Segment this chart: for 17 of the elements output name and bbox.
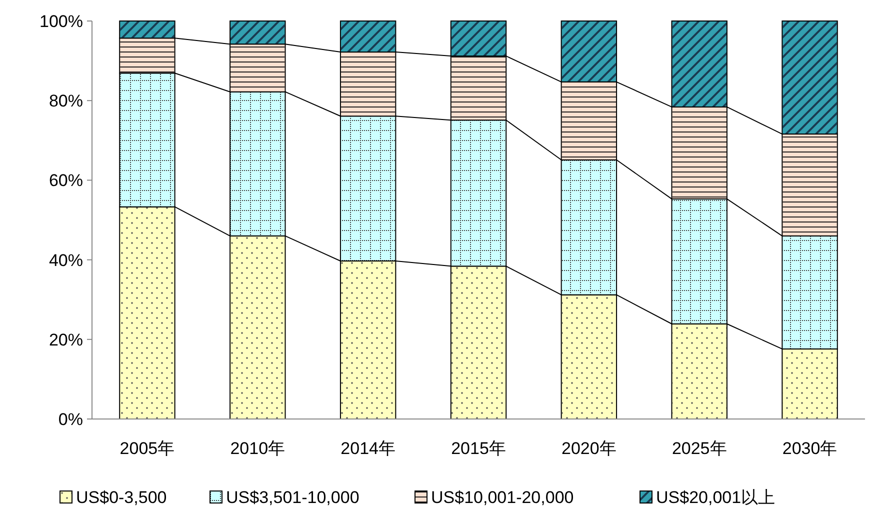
x-tick-label: 2010年 (230, 439, 286, 458)
x-tick-label: 2020年 (562, 439, 616, 458)
y-tick-label: 100% (40, 12, 83, 31)
y-tick-label: 40% (48, 250, 83, 270)
x-tick-label: 2025年 (672, 439, 727, 458)
y-tick-label: 20% (48, 330, 83, 350)
legend-label: US$3,501-10,000 (226, 488, 360, 507)
y-tick-label: 0% (58, 410, 83, 429)
x-tick-label: 2030年 (782, 439, 838, 458)
y-tick-label: 60% (48, 171, 83, 190)
legend-label: US$20,001以上 (656, 488, 776, 507)
x-tick-label: 2005年 (120, 439, 175, 458)
legend-label: US$0-3,500 (76, 488, 167, 507)
x-tick-label: 2015年 (451, 439, 506, 458)
x-tick-label: 2014年 (340, 439, 396, 458)
y-tick-label: 80% (48, 92, 83, 111)
legend-label: US$10,001-20,000 (431, 488, 574, 507)
